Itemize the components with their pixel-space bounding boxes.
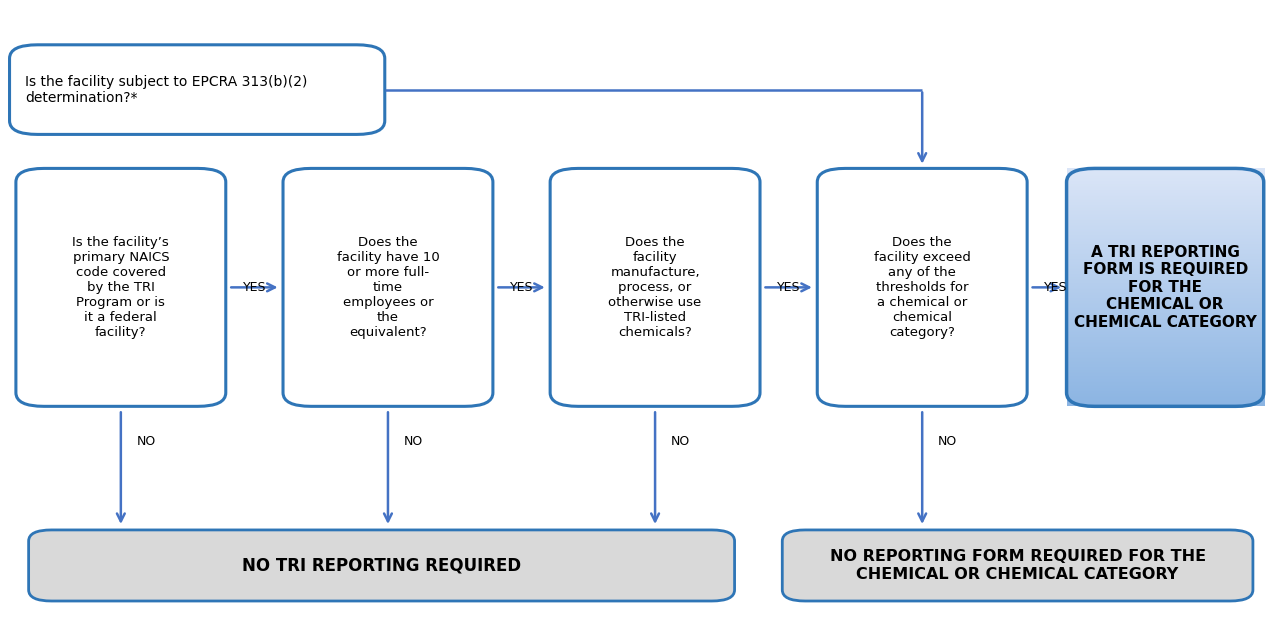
Text: NO REPORTING FORM REQUIRED FOR THE
CHEMICAL OR CHEMICAL CATEGORY: NO REPORTING FORM REQUIRED FOR THE CHEMI… (829, 549, 1206, 582)
FancyBboxPatch shape (550, 168, 761, 407)
Text: NO: NO (937, 435, 958, 449)
Text: Is the facility subject to EPCRA 313(b)(2)
determination?*: Is the facility subject to EPCRA 313(b)(… (25, 75, 307, 104)
Text: A TRI REPORTING
FORM IS REQUIRED
FOR THE
CHEMICAL OR
CHEMICAL CATEGORY: A TRI REPORTING FORM IS REQUIRED FOR THE… (1074, 245, 1257, 329)
FancyBboxPatch shape (10, 44, 384, 135)
Text: Does the
facility have 10
or more full-
time
employees or
the
equivalent?: Does the facility have 10 or more full- … (337, 236, 439, 339)
Text: Does the
facility
manufacture,
process, or
otherwise use
TRI-listed
chemicals?: Does the facility manufacture, process, … (608, 236, 702, 339)
Text: YES: YES (243, 281, 266, 294)
Text: Is the facility’s
primary NAICS
code covered
by the TRI
Program or is
it a feder: Is the facility’s primary NAICS code cov… (73, 236, 169, 339)
FancyBboxPatch shape (28, 530, 735, 601)
Text: Does the
facility exceed
any of the
thresholds for
a chemical or
chemical
catego: Does the facility exceed any of the thre… (874, 236, 971, 339)
FancyBboxPatch shape (818, 168, 1028, 407)
Text: NO: NO (670, 435, 691, 449)
FancyBboxPatch shape (282, 168, 492, 407)
FancyBboxPatch shape (782, 530, 1253, 601)
FancyBboxPatch shape (15, 168, 226, 407)
Text: NO TRI REPORTING REQUIRED: NO TRI REPORTING REQUIRED (242, 556, 522, 575)
Text: YES: YES (777, 281, 800, 294)
Text: YES: YES (1044, 281, 1067, 294)
Text: NO: NO (403, 435, 424, 449)
Text: YES: YES (510, 281, 533, 294)
Text: NO: NO (136, 435, 156, 449)
